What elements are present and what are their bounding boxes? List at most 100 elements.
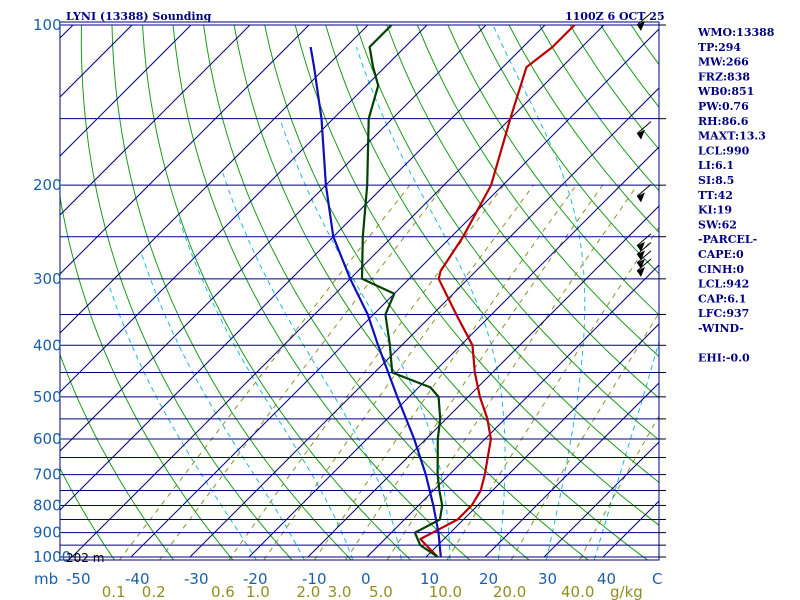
dry-adiabat-line bbox=[569, 24, 659, 150]
dewpoint-trace bbox=[360, 24, 444, 558]
mixing-ratio-label: 0.2 bbox=[142, 583, 166, 600]
isotherm-line bbox=[248, 146, 659, 558]
dry-adiabat-line bbox=[80, 24, 293, 560]
index-line: WB0:851 bbox=[697, 85, 754, 98]
moist-adiabat-line bbox=[492, 24, 586, 560]
temperature-tick-label: -10 bbox=[302, 570, 327, 588]
index-line: CAP:6.1 bbox=[698, 292, 746, 305]
dry-adiabat-line bbox=[539, 24, 659, 192]
isotherm-line bbox=[60, 24, 251, 216]
dry-adiabat-line bbox=[264, 24, 649, 560]
isotherm-line bbox=[60, 24, 310, 275]
temperature-tick-label: 10 bbox=[420, 570, 439, 588]
moist-adiabat-line bbox=[593, 339, 659, 560]
pressure-tick-label: 300 bbox=[33, 270, 62, 288]
dry-adiabat-line bbox=[0, 25, 60, 568]
dry-adiabat-line bbox=[753, 25, 800, 568]
temperature-tick-label: 30 bbox=[538, 570, 557, 588]
isotherm-line bbox=[366, 264, 659, 558]
index-line: EHI:-0.0 bbox=[698, 352, 750, 365]
index-line: LCL:942 bbox=[698, 278, 749, 291]
index-line: KI:19 bbox=[698, 204, 732, 217]
mixing-ratio-line bbox=[158, 184, 445, 560]
pressure-tick-label: 200 bbox=[33, 176, 62, 194]
wind-barb-icon bbox=[636, 121, 652, 140]
dry-adiabat-line bbox=[294, 24, 659, 526]
temperature-tick-label: -40 bbox=[125, 570, 150, 588]
temperature-tick-label: -50 bbox=[66, 570, 91, 588]
pressure-tick-label: 900 bbox=[33, 524, 62, 542]
index-line: PW:0.76 bbox=[698, 100, 749, 113]
temperature-tick-label: -20 bbox=[243, 570, 268, 588]
mixing-ratio-label: 10.0 bbox=[429, 583, 462, 600]
mixing-ratio-line bbox=[345, 184, 604, 560]
index-line: MAXT:13.3 bbox=[698, 130, 766, 143]
isotherm-line bbox=[60, 24, 133, 98]
index-line: FRZ:838 bbox=[698, 70, 750, 83]
dry-adiabat-line bbox=[416, 24, 659, 358]
wind-barb-icon bbox=[636, 184, 652, 203]
index-line: SI:8.5 bbox=[698, 174, 734, 187]
surface-elevation-label: 202 m bbox=[66, 551, 104, 565]
wind-barb-icon bbox=[636, 12, 652, 31]
isotherm-line bbox=[60, 24, 192, 157]
mixing-ratio-label: 5.0 bbox=[369, 583, 393, 600]
temperature-trace bbox=[419, 24, 576, 558]
mixing-ratio-line bbox=[263, 184, 534, 560]
index-line: -WIND- bbox=[698, 322, 744, 335]
mixing-ratio-line bbox=[228, 184, 505, 560]
plot-frame bbox=[59, 21, 660, 561]
index-line: LFC:937 bbox=[698, 307, 749, 320]
mixing-ratio-label: 0.6 bbox=[211, 583, 235, 600]
station-title: LYNI (13388) Sounding bbox=[66, 10, 212, 23]
isotherm-line bbox=[60, 24, 487, 452]
pressure-tick-label: 100 bbox=[33, 16, 62, 34]
mixing-ratio-label: 2.0 bbox=[296, 583, 320, 600]
dry-adiabat-line bbox=[508, 24, 659, 234]
dry-adiabat-line bbox=[325, 24, 659, 483]
index-line: LCL:990 bbox=[698, 144, 750, 157]
dry-adiabat-line bbox=[60, 467, 116, 560]
wind-barb-icon bbox=[636, 250, 652, 269]
isotherm-line bbox=[425, 323, 659, 558]
temperature-tick-label: 40 bbox=[597, 570, 616, 588]
mixing-ratio-unit-label: g/kg bbox=[610, 583, 643, 600]
dry-adiabat-line bbox=[355, 24, 659, 441]
isotherm-line bbox=[484, 382, 659, 558]
isotherm-line bbox=[189, 87, 659, 558]
isotherm-line bbox=[60, 24, 369, 334]
dry-adiabat-line bbox=[111, 24, 353, 560]
isotherm-line bbox=[60, 24, 546, 511]
isotherm-line bbox=[60, 24, 428, 393]
moist-adiabat-line bbox=[178, 217, 354, 560]
index-line: CAPE:0 bbox=[698, 248, 744, 261]
isotherm-line bbox=[0, 25, 14, 557]
pressure-tick-label: 600 bbox=[33, 430, 62, 448]
wind-barb-icon bbox=[636, 233, 652, 252]
valid-time: 1100Z 6 OCT 25 bbox=[565, 10, 665, 23]
mixing-ratio-label: 0.1 bbox=[102, 583, 126, 600]
dry-adiabat-line bbox=[60, 193, 234, 560]
parcel-trace bbox=[309, 46, 442, 558]
dry-adiabat-line bbox=[386, 24, 659, 399]
mixing-ratio-line bbox=[118, 184, 411, 560]
index-line: CINH:0 bbox=[698, 263, 744, 276]
isotherm-line bbox=[71, 24, 605, 558]
mixing-ratio-label: 1.0 bbox=[246, 583, 270, 600]
pressure-tick-label: 700 bbox=[33, 466, 62, 484]
mixing-ratio-line bbox=[386, 184, 638, 560]
temperature-unit-label: C bbox=[652, 570, 662, 588]
mixing-ratio-line bbox=[313, 184, 577, 560]
pressure-tick-label: 500 bbox=[33, 388, 62, 406]
index-line: MW:266 bbox=[698, 56, 749, 69]
wind-barb-icon bbox=[636, 242, 652, 261]
moist-adiabat-line bbox=[222, 173, 402, 560]
mixing-ratio-label: 3.0 bbox=[328, 583, 352, 600]
isotherm-line bbox=[543, 441, 659, 558]
mixing-ratio-line bbox=[446, 226, 659, 560]
index-line: WMO:13388 bbox=[697, 26, 775, 39]
pressure-unit-label: mb bbox=[34, 570, 58, 588]
index-line: RH:86.6 bbox=[698, 115, 749, 128]
temperature-tick-label: -30 bbox=[184, 570, 209, 588]
